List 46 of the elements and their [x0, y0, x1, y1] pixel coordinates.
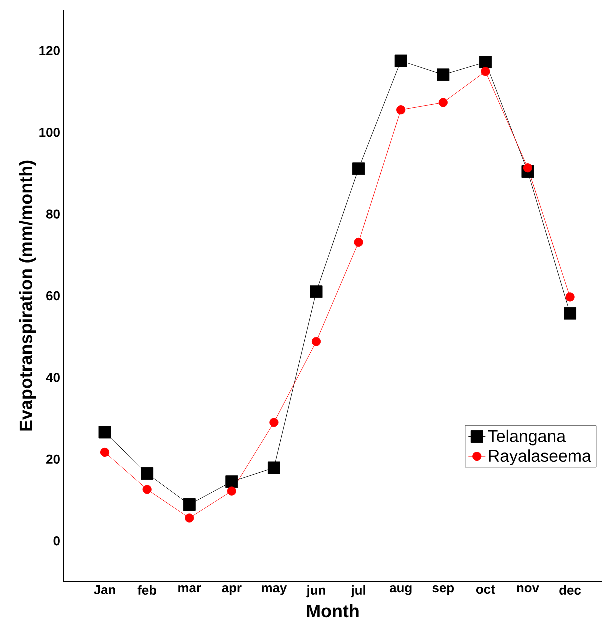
x-tick-label: Jan	[94, 586, 116, 595]
y-tick-label: 100	[40, 128, 60, 138]
point	[183, 498, 196, 512]
y-tick-label: 120	[40, 46, 60, 56]
x-tick-label: feb	[138, 586, 156, 596]
legend-label: Telangana	[488, 430, 566, 446]
point	[481, 67, 490, 76]
x-tick-label: jun	[306, 586, 326, 598]
x-tick-label: oct	[476, 586, 496, 594]
point	[438, 98, 448, 108]
point	[479, 56, 492, 69]
point	[437, 68, 450, 82]
x-tick-label: may	[262, 586, 288, 596]
x-tick-label: sep	[432, 586, 454, 596]
point	[268, 462, 280, 474]
y-tick-label: 0	[54, 536, 60, 546]
y-tick-label: 60	[46, 291, 60, 301]
x-tick-label: dec	[560, 586, 582, 596]
point	[270, 418, 279, 428]
y-axis-title: Evapotranspiration (mm/month)	[19, 160, 36, 431]
x-tick-label: apr	[222, 586, 242, 596]
point	[564, 307, 577, 320]
x-tick-label: jul	[351, 586, 366, 598]
point	[141, 467, 154, 480]
point	[142, 485, 152, 494]
point	[312, 337, 322, 346]
point	[226, 476, 238, 488]
y-tick-label: 20	[46, 454, 60, 464]
point	[227, 486, 236, 496]
point	[352, 162, 366, 176]
point	[394, 54, 408, 68]
point	[98, 426, 112, 439]
point	[354, 238, 364, 248]
point	[566, 292, 575, 302]
point	[396, 106, 406, 115]
point	[185, 514, 194, 523]
x-axis-title: Month	[307, 604, 359, 618]
x-tick-label: nov	[517, 586, 540, 593]
x-tick-label: aug	[390, 586, 412, 596]
legend-label: Rayalaseema	[489, 450, 592, 466]
point	[100, 448, 110, 458]
point	[523, 164, 533, 173]
y-tick-label: 80	[46, 210, 60, 219]
x-tick-label: mar	[178, 586, 202, 593]
point	[310, 286, 323, 298]
y-tick-label: 40	[46, 373, 60, 382]
